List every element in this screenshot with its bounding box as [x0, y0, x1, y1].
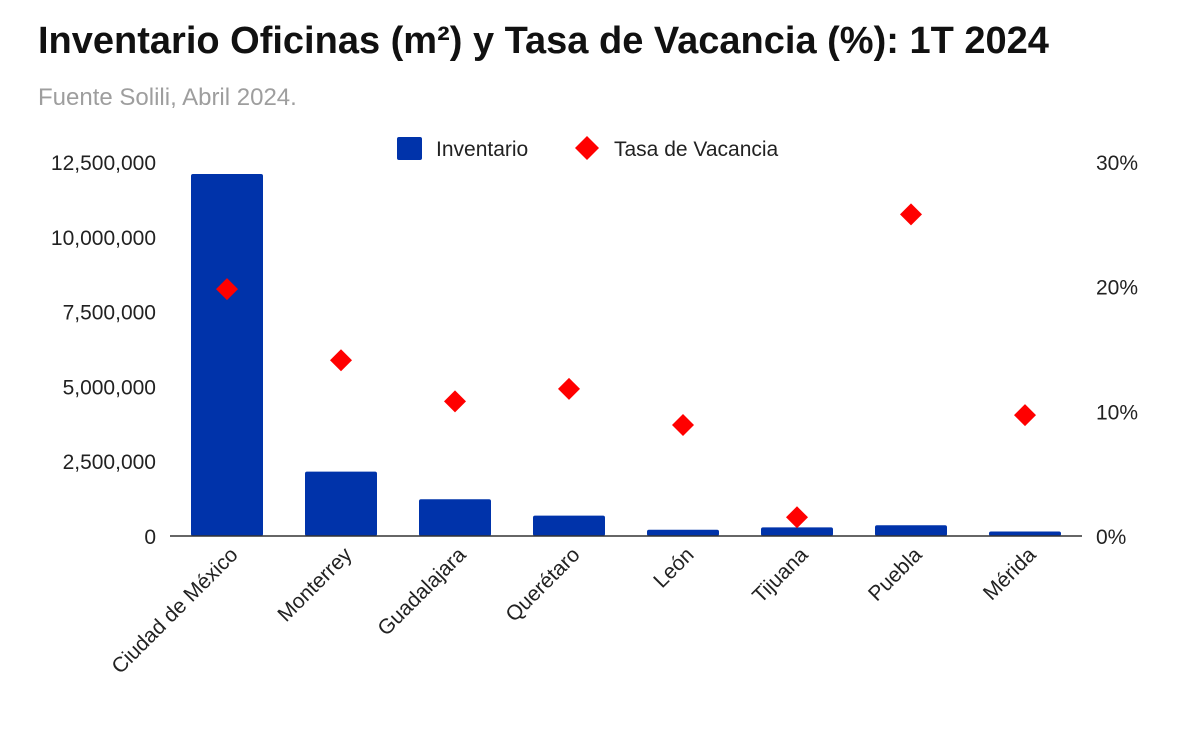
left-axis-tick-label: 12,500,000 — [51, 152, 156, 175]
bar — [305, 471, 377, 536]
vacancy-point — [786, 506, 808, 529]
bar — [989, 531, 1061, 536]
x-axis-tick-label: Guadalajara — [373, 543, 470, 640]
left-axis: 0 2,500,000 5,000,000 7,500,000 10,000,000 12… — [51, 152, 156, 549]
vacancy-point — [1014, 404, 1036, 427]
left-axis-tick-label: 2,500,000 — [63, 451, 156, 474]
scatter-series — [216, 203, 1036, 529]
vacancy-point — [558, 377, 580, 400]
chart-subtitle: Fuente Solili, Abril 2024. — [38, 84, 297, 111]
bar — [191, 173, 263, 536]
bar — [533, 515, 605, 536]
bar — [875, 525, 947, 536]
x-axis-tick-label: Tijuana — [748, 543, 813, 608]
chart-title: Inventario Oficinas (m²) y Tasa de Vacan… — [38, 20, 1049, 62]
vacancy-point — [330, 349, 352, 372]
x-axis-tick-label: Monterrey — [273, 543, 356, 626]
x-axis-tick-label: Mérida — [979, 543, 1041, 605]
legend-swatch-vacancia — [575, 136, 599, 160]
x-axis-tick-label: Querétaro — [501, 543, 584, 626]
bar — [647, 529, 719, 536]
legend-label-inventario: Inventario — [436, 138, 528, 161]
legend-label-vacancia: Tasa de Vacancia — [614, 138, 779, 161]
vacancy-point — [216, 278, 238, 301]
right-axis-tick-label: 0% — [1096, 526, 1126, 549]
right-axis-tick-label: 20% — [1096, 277, 1138, 300]
vacancy-point — [900, 203, 922, 226]
right-axis-tick-label: 30% — [1096, 152, 1138, 175]
vacancy-point — [672, 414, 694, 437]
legend-swatch-inventario — [397, 137, 422, 160]
x-axis-tick-label: Ciudad de México — [107, 543, 242, 678]
left-axis-tick-label: 7,500,000 — [63, 302, 156, 325]
left-axis-tick-label: 5,000,000 — [63, 376, 156, 399]
x-axis-tick-label: León — [649, 543, 698, 592]
x-axis-tick-label: Puebla — [864, 543, 927, 606]
left-axis-tick-label: 0 — [144, 526, 156, 549]
bar-series — [191, 173, 1061, 536]
bar — [419, 499, 491, 536]
x-axis-labels: Ciudad de México Monterrey Guadalajara Quer… — [107, 543, 1040, 678]
bar — [761, 527, 833, 536]
chart-legend: Inventario Tasa de Vacancia — [397, 136, 779, 161]
right-axis-tick-label: 10% — [1096, 401, 1138, 424]
right-axis: 0% 10% 20% 30% — [1096, 152, 1138, 549]
left-axis-tick-label: 10,000,000 — [51, 227, 156, 250]
vacancy-point — [444, 390, 466, 413]
